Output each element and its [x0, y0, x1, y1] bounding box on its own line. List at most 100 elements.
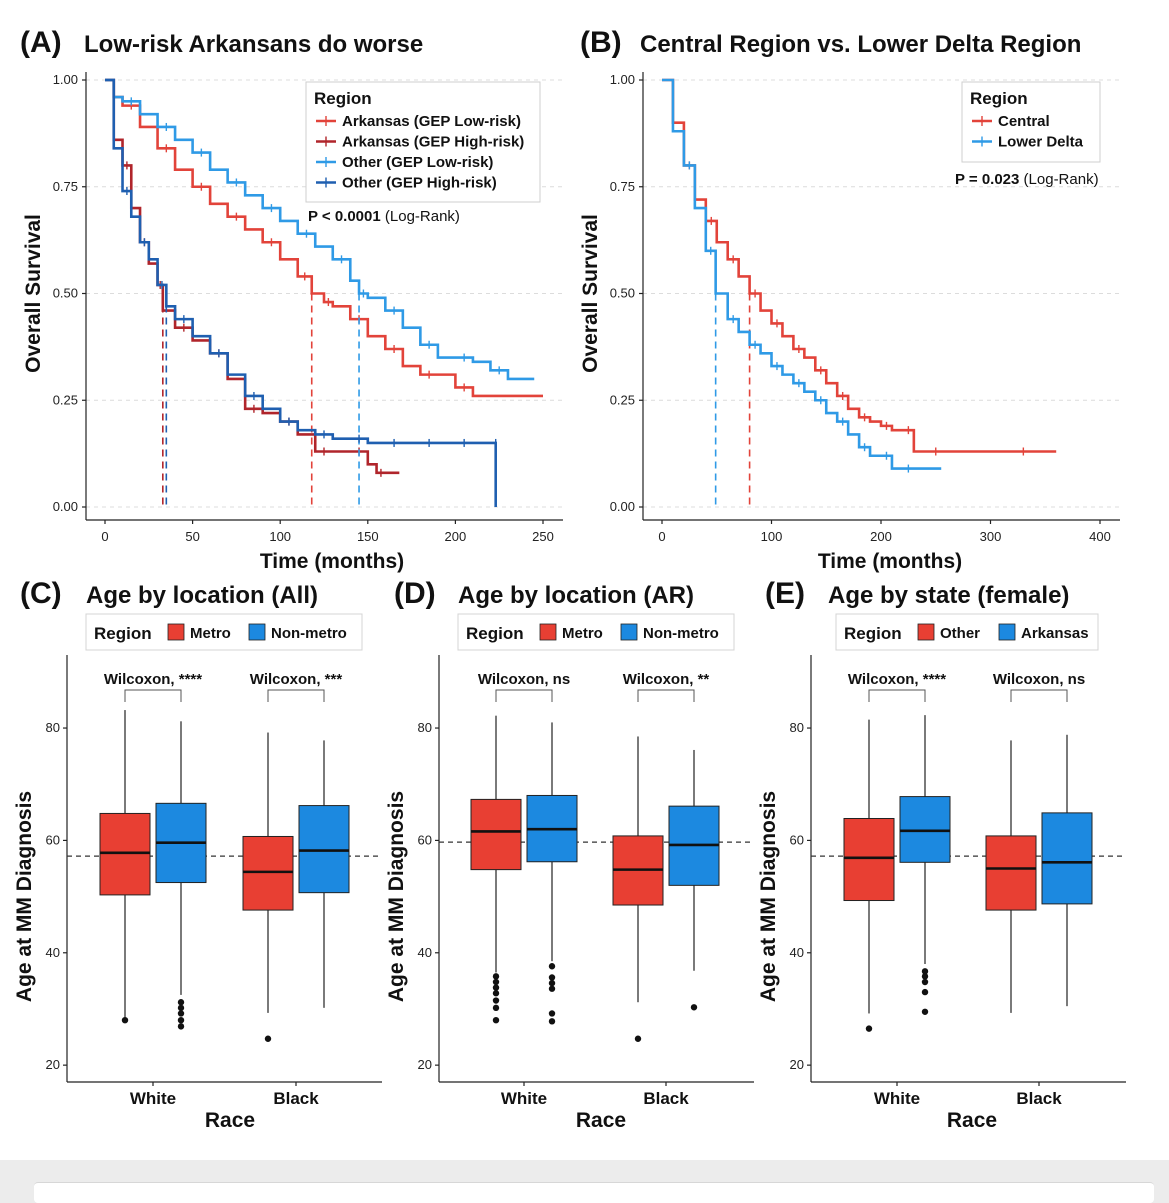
p-value: P = 0.023 (Log-Rank): [955, 171, 1099, 188]
outlier-point: [264, 1035, 272, 1042]
outlier-point: [634, 1035, 642, 1042]
y-tick-label: 20: [790, 1057, 804, 1072]
box: [1041, 812, 1093, 905]
y-tick-label: 40: [46, 945, 60, 960]
box: [298, 805, 350, 894]
x-axis-title: Time (months): [260, 550, 404, 573]
panel-title: Central Region vs. Lower Delta Region: [640, 31, 1081, 58]
y-tick-label: 80: [418, 720, 432, 735]
panel-title: Age by state (female): [828, 582, 1069, 609]
x-axis-title: Race: [947, 1109, 997, 1132]
y-tick-label: 0.50: [610, 286, 635, 301]
x-tick-label: 150: [357, 529, 379, 544]
y-tick-label: 0.75: [610, 179, 635, 194]
panel-c: (C) Age by location (All) Region Metro Non-m…: [13, 577, 382, 1132]
outlier-point: [492, 997, 500, 1004]
comparison-label: Wilcoxon, ***: [250, 671, 343, 688]
panel-letter: (A): [20, 26, 62, 59]
legend-box: [457, 613, 735, 651]
panel-title: Age by location (AR): [458, 582, 694, 609]
y-tick-label: 60: [790, 832, 804, 847]
x-tick-label: 0: [101, 529, 108, 544]
outlier-point: [548, 979, 556, 987]
legend-swatch: [998, 623, 1016, 641]
x-axis-title: Time (months): [818, 550, 962, 573]
legend-item: Other: [940, 625, 980, 642]
p-value: P < 0.0001 (Log-Rank): [308, 208, 460, 225]
figure-canvas: (A) Low-risk Arkansans do worse 0.00 0.25 0.…: [13, 26, 1126, 1132]
legend-title: Region: [94, 624, 152, 643]
x-tick-label: White: [501, 1089, 547, 1108]
legend-swatch: [539, 623, 557, 641]
panel-d: (D) Age by location (AR) Region Metro Non-me…: [385, 577, 754, 1132]
legend-item: Arkansas (GEP High-risk): [342, 134, 524, 151]
comparison-bracket: [267, 689, 325, 702]
legend-item: Non-metro: [643, 625, 719, 642]
y-tick-label: 0.00: [610, 499, 635, 514]
figure: (A) Low-risk Arkansans do worse 0.00 0.25 0.…: [0, 0, 1169, 1160]
legend-title: Region: [466, 624, 524, 643]
panel-letter: (B): [580, 26, 622, 59]
legend: Region Central Lower Delta: [961, 81, 1101, 163]
outlier-point: [690, 1004, 698, 1011]
outlier-point: [921, 978, 929, 986]
comparison-bracket: [124, 689, 182, 702]
y-axis-title: Overall Survival: [579, 214, 602, 373]
survival-curve: [105, 78, 497, 507]
legend: Region Metro Non-metro: [85, 613, 363, 651]
y-tick-label: 40: [418, 945, 432, 960]
x-tick-label: 250: [532, 529, 554, 544]
outlier-point: [548, 985, 556, 992]
legend: Region Arkansas (GEP Low-risk) Arkansas (G…: [305, 81, 541, 203]
panel-b: (B) Central Region vs. Lower Delta Region…: [579, 26, 1120, 573]
p-value-test: (Log-Rank): [381, 208, 460, 225]
legend-title: Region: [844, 624, 902, 643]
y-axis-title: Overall Survival: [22, 214, 45, 373]
outlier-point: [921, 973, 929, 980]
y-tick-label: 20: [418, 1057, 432, 1072]
y-tick-label: 1.00: [610, 72, 635, 87]
survival-curve: [105, 78, 535, 381]
y-tick-label: 0.50: [53, 286, 78, 301]
outlier-point: [492, 990, 500, 997]
y-tick-label: 0.25: [53, 392, 78, 407]
legend-item: Other (GEP High-risk): [342, 175, 497, 192]
p-value-bold: P = 0.023: [955, 171, 1019, 188]
outlier-point: [492, 984, 500, 991]
legend-box: [305, 81, 541, 203]
box: [899, 796, 951, 863]
outlier-point: [177, 999, 185, 1006]
y-tick-label: 80: [46, 720, 60, 735]
legend-title: Region: [314, 89, 372, 108]
p-value-test: (Log-Rank): [1019, 171, 1098, 188]
panel-e: (E) Age by state (female) Region Other Arkan…: [757, 577, 1126, 1132]
y-axis-title: Age at MM Diagnosis: [385, 791, 408, 1002]
comparison-label: Wilcoxon, ****: [848, 671, 946, 688]
x-tick-label: Black: [643, 1089, 689, 1108]
legend-item: Arkansas: [1021, 625, 1089, 642]
x-tick-label: Black: [273, 1089, 319, 1108]
x-tick-label: White: [874, 1089, 920, 1108]
legend-swatch: [167, 623, 185, 641]
legend-item: Non-metro: [271, 625, 347, 642]
box: [985, 835, 1037, 911]
comparison-label: Wilcoxon, ns: [993, 671, 1085, 688]
legend-box: [835, 613, 1099, 651]
outlier-point: [492, 1004, 500, 1012]
y-tick-label: 80: [790, 720, 804, 735]
outlier-point: [548, 1018, 556, 1025]
y-tick-label: 40: [790, 945, 804, 960]
legend-item: Central: [998, 113, 1050, 130]
x-tick-label: 0: [658, 529, 665, 544]
outlier-point: [177, 1010, 185, 1017]
y-tick-label: 0.25: [610, 392, 635, 407]
box: [470, 798, 522, 871]
legend: Region Metro Non-metro: [457, 613, 735, 651]
outlier-point: [548, 974, 556, 981]
comparison-bracket: [1010, 689, 1068, 702]
comparison-label: Wilcoxon, ns: [478, 671, 570, 688]
panel-title: Age by location (All): [86, 582, 318, 609]
legend-swatch: [248, 623, 266, 641]
panel-letter: (D): [394, 577, 436, 610]
legend-item: Metro: [562, 625, 603, 642]
